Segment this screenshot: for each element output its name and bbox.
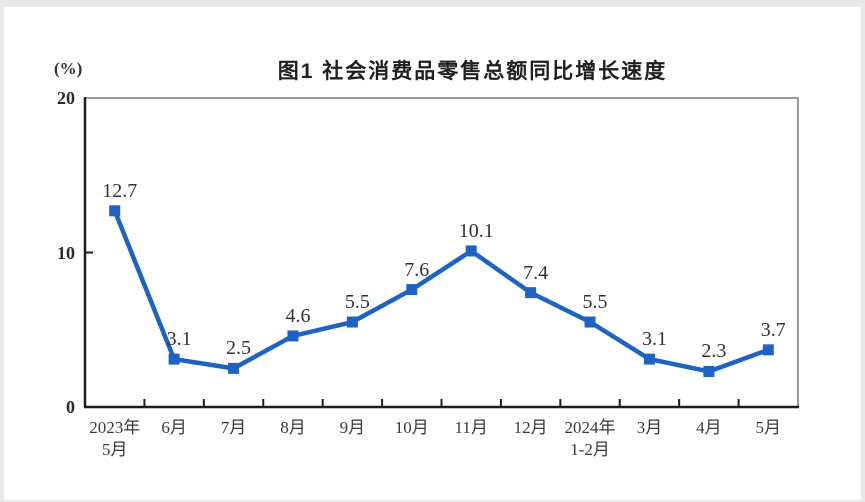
- data-point-label: 5.5: [582, 291, 608, 314]
- data-point-label: 3.7: [760, 318, 786, 341]
- y-tick-label: 10: [57, 242, 75, 263]
- data-point-label: 3.1: [166, 328, 192, 351]
- data-point-marker: [525, 287, 537, 299]
- x-tick-label: 10月: [394, 418, 429, 437]
- x-tick-label: 9月: [339, 418, 366, 437]
- data-point-marker: [762, 344, 774, 356]
- x-tick-label: 2024年 1-2月: [564, 418, 616, 459]
- y-tick-label: 0: [66, 397, 75, 417]
- x-tick-label: 11月: [454, 418, 488, 437]
- data-point-label: 10.1: [458, 219, 494, 242]
- data-point-label: 2.3: [701, 340, 727, 363]
- data-point-marker: [465, 245, 477, 257]
- x-tick-label: 7月: [220, 418, 247, 437]
- data-point-label: 5.5: [344, 291, 370, 314]
- x-tick-label: 2023年 5月: [89, 418, 141, 459]
- data-point-marker: [643, 353, 655, 365]
- data-point-label: 2.5: [226, 337, 252, 360]
- data-point-marker: [228, 362, 240, 374]
- data-point-label: 7.4: [523, 261, 549, 284]
- x-tick-label: 8月: [280, 418, 306, 437]
- y-tick-label: 20: [57, 88, 75, 108]
- page: 图1 社会消费品零售总额同比增长速度 (%) 0 10 20 2023年 5月 6月 7…: [4, 7, 861, 500]
- x-tick-label: 5月: [755, 418, 782, 437]
- data-point-marker: [168, 353, 180, 365]
- data-point-label: 7.6: [404, 258, 430, 281]
- data-point-marker: [287, 330, 299, 342]
- y-axis-unit-label: (%): [54, 59, 83, 78]
- data-point-label: 12.7: [102, 179, 138, 202]
- data-point-marker: [584, 316, 596, 328]
- chart-title: 图1 社会消费品零售总额同比增长速度: [277, 60, 668, 83]
- data-point-label: 3.1: [641, 328, 667, 351]
- x-tick-label: 12月: [513, 418, 548, 437]
- x-tick-label: 4月: [696, 418, 722, 437]
- x-tick-label: 3月: [636, 418, 663, 437]
- chart-canvas: [83, 97, 799, 409]
- data-point-marker: [109, 205, 121, 217]
- data-point-marker: [346, 316, 358, 328]
- data-line: [112, 208, 771, 374]
- x-tick-label: 6月: [161, 418, 187, 437]
- data-point-marker: [406, 284, 418, 296]
- data-point-label: 4.6: [285, 304, 311, 327]
- data-point-marker: [703, 365, 715, 377]
